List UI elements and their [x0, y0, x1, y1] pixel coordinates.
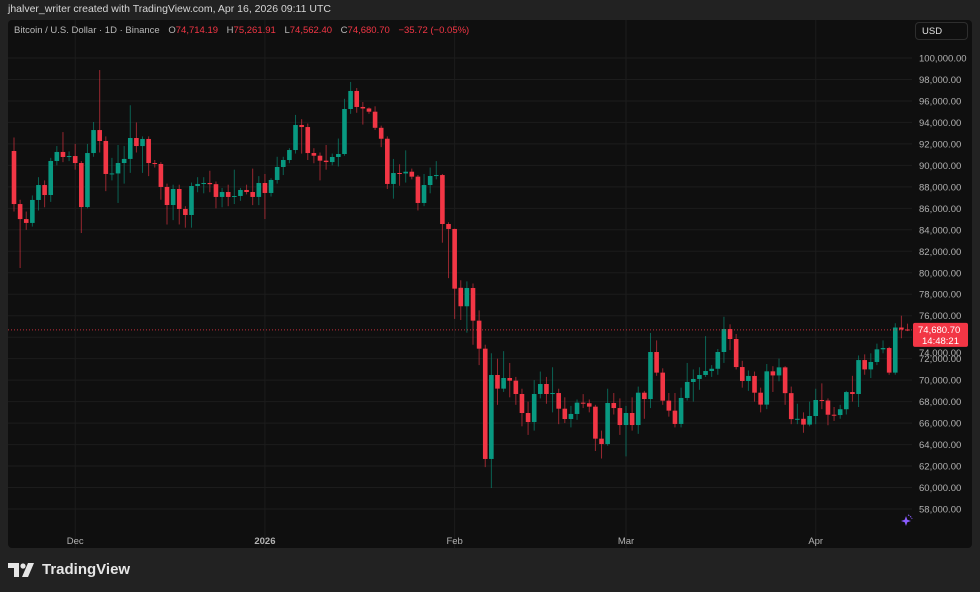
tradingview-logo-icon: [8, 562, 34, 577]
high-value: 75,261.91: [233, 25, 276, 36]
close-label: C: [340, 25, 348, 36]
currency-button[interactable]: USD: [915, 22, 968, 40]
chart-credit: jhalver_writer created with TradingView.…: [8, 3, 331, 15]
low-label: L: [284, 25, 290, 36]
symbol-legend: Bitcoin / U.S. Dollar · 1D · Binance O74…: [14, 25, 469, 36]
open-label: O: [168, 25, 176, 36]
low-value: 74,562.40: [289, 25, 333, 36]
close-value: 74,680.70: [347, 25, 390, 36]
chart-panel[interactable]: [8, 20, 972, 548]
symbol-title: Bitcoin / U.S. Dollar · 1D · Binance: [14, 25, 160, 36]
change-value: −35.72 (−0.05%): [398, 25, 470, 36]
brand-name: TradingView: [42, 561, 131, 578]
footer: TradingView: [8, 561, 130, 578]
open-value: 74,714.19: [175, 25, 219, 36]
high-label: H: [226, 25, 234, 36]
